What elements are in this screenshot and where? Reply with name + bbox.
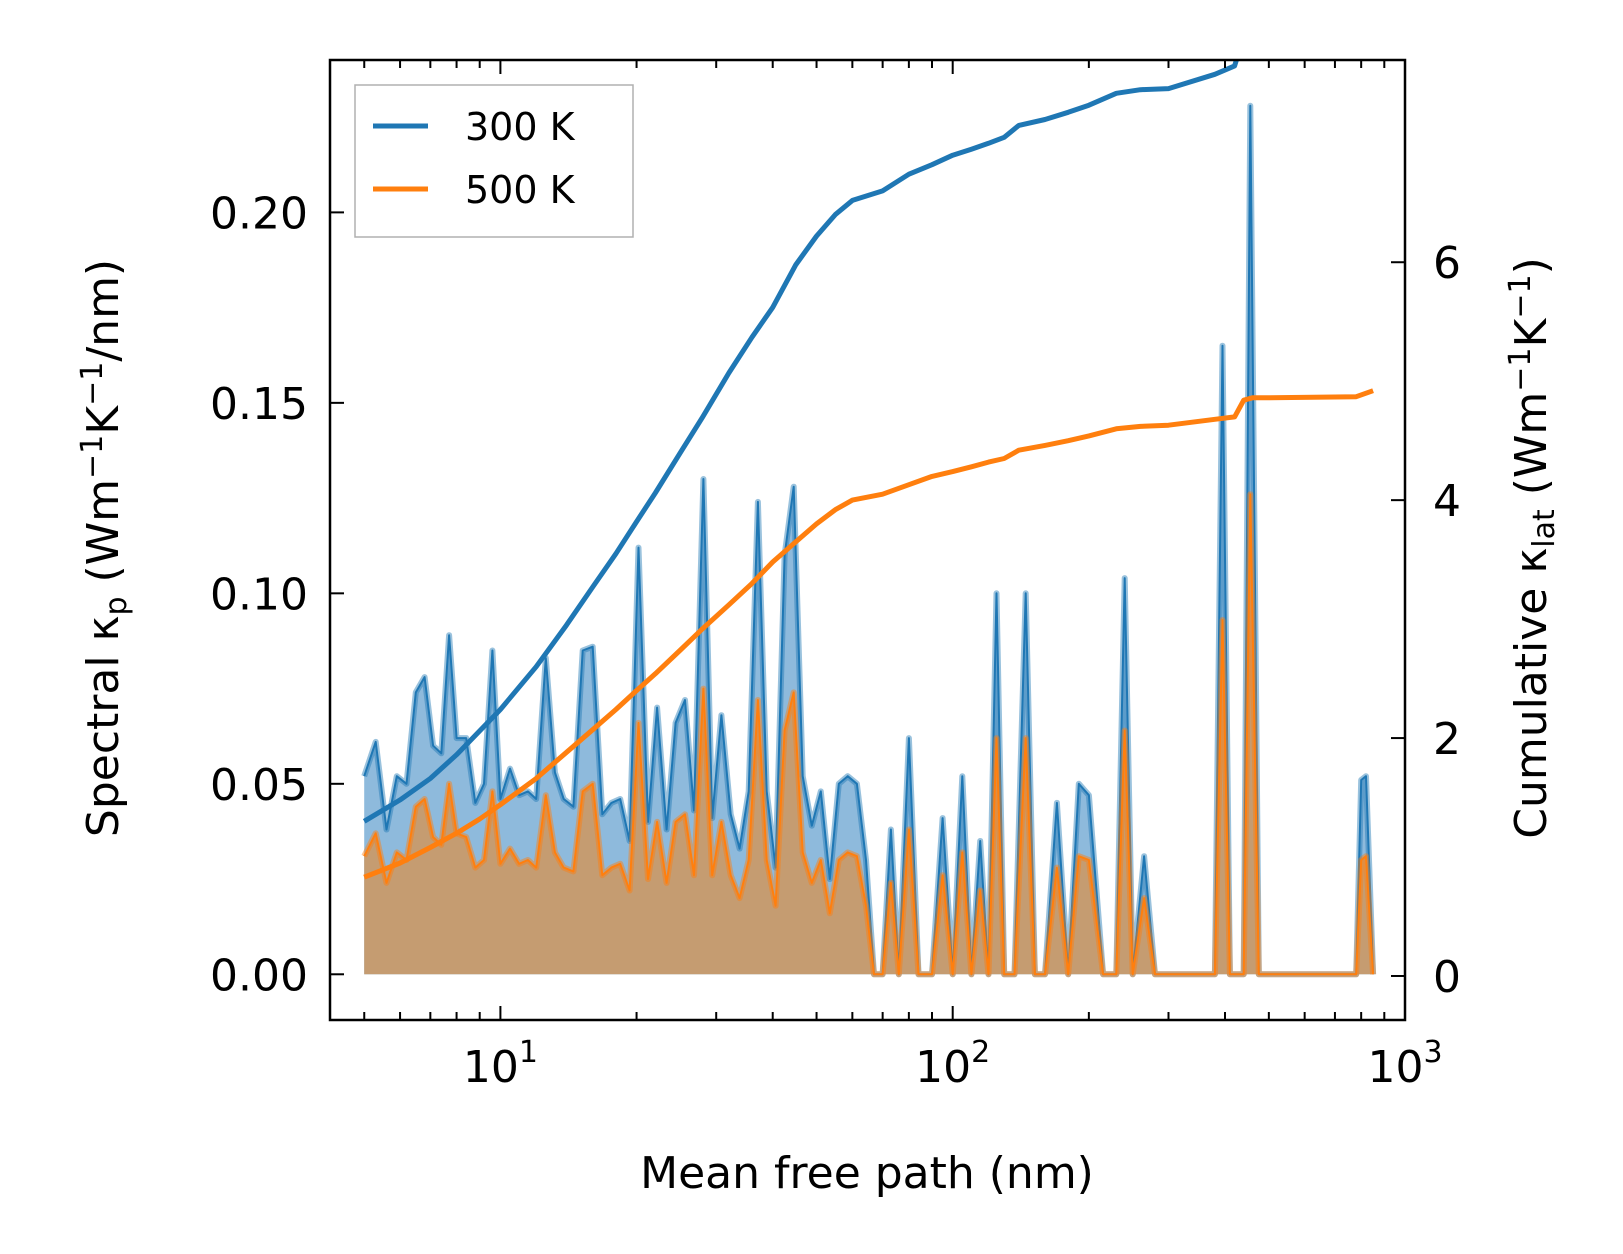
y-right-tick-label-3: 6 — [1433, 238, 1461, 289]
y-right-label-units: (Wm — [1506, 392, 1557, 510]
cumulative-300k-line — [362, 60, 1240, 824]
series-group — [361, 60, 1377, 978]
y-left-tick-label-4: 0.20 — [210, 188, 308, 239]
y-left-tick-label-3: 0.15 — [210, 379, 308, 430]
legend-box — [354, 84, 634, 238]
y-right-tick-label-2: 4 — [1433, 476, 1461, 527]
x-tick-label-base: 10 — [1367, 1042, 1423, 1093]
y-left-tick-label-0: 0.00 — [210, 950, 308, 1001]
x-tick-label-base: 10 — [915, 1042, 971, 1093]
cumulative-500k-line — [363, 388, 1374, 880]
y-left-label-sub: p — [99, 596, 134, 615]
x-tick-label-2: 103 — [1367, 1035, 1442, 1093]
y-right-tick-label-0: 0 — [1433, 952, 1461, 1003]
y-left-label-sup2: −1 — [75, 362, 110, 406]
legend-label-500k: 500 K — [465, 168, 576, 212]
x-axis-label: Mean free path (nm) — [640, 1148, 1094, 1199]
legend-label-300k: 300 K — [465, 105, 576, 149]
y-left-label-tail: /nm) — [78, 259, 129, 362]
y-left-label-k: K — [78, 405, 129, 435]
x-tick-label-exp: 1 — [519, 1035, 538, 1070]
plot-area — [361, 60, 1377, 978]
y-right-label-sup1: −1 — [1503, 347, 1538, 391]
y-axis-label-right: Cumulative κlat (Wm−1K−1) — [1503, 257, 1562, 839]
x-tick-label-base: 10 — [463, 1042, 519, 1093]
y-right-label-k: K — [1506, 317, 1557, 347]
x-tick-label-exp: 3 — [1423, 1035, 1442, 1070]
y-left-label-units: (Wm — [78, 479, 129, 597]
x-tick-label-1: 102 — [915, 1035, 990, 1093]
x-tick-label-0: 101 — [463, 1035, 538, 1093]
y-right-tick-label-1: 2 — [1433, 714, 1461, 765]
y-right-label-sub: lat — [1527, 509, 1562, 548]
y-left-tick-label-2: 0.10 — [210, 569, 308, 620]
y-left-tick-label-1: 0.05 — [210, 760, 308, 811]
legend: 300 K 500 K — [354, 84, 634, 238]
y-left-label-sup1: −1 — [75, 435, 110, 479]
spectral-500k-line — [363, 493, 1375, 976]
y-right-label-tail: ) — [1506, 257, 1557, 274]
y-right-label-sup2: −1 — [1503, 274, 1538, 318]
y-axis-label-left: Spectral κp (Wm−1K−1/nm) — [75, 259, 134, 837]
plot-frame — [328, 58, 1407, 1022]
y-left-label-main: Spectral κ — [78, 616, 129, 838]
y-right-label-main: Cumulative κ — [1506, 548, 1557, 839]
x-tick-label-exp: 2 — [971, 1035, 990, 1070]
